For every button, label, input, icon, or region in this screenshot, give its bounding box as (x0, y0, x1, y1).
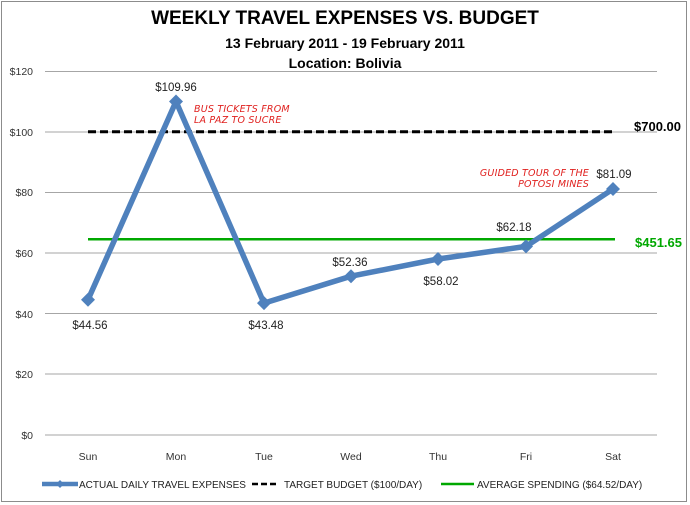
y-tick-label: $120 (10, 66, 34, 78)
x-tick-label: Tue (255, 451, 273, 463)
chart-subtitle: 13 February 2011 - 19 February 2011 (225, 35, 465, 51)
annotation-tour-line2: POTOSI MINES (518, 179, 589, 190)
data-labels: $44.56 $109.96 $43.48 $52.36 $58.02 $62.… (72, 82, 631, 332)
legend-actual-label: ACTUAL DAILY TRAVEL EXPENSES (79, 480, 246, 491)
y-tick-label: $40 (15, 309, 33, 321)
data-label-sun: $44.56 (72, 320, 107, 332)
legend-average-label: AVERAGE SPENDING ($64.52/DAY) (477, 480, 642, 491)
legend: ACTUAL DAILY TRAVEL EXPENSES TARGET BUDG… (42, 480, 642, 491)
y-tick-label: $80 (15, 187, 33, 199)
x-axis: Sun Mon Tue Wed Thu Fri Sat (79, 451, 621, 463)
y-tick-label: $100 (10, 127, 34, 139)
data-markers (81, 94, 620, 311)
data-label-mon: $109.96 (155, 82, 197, 94)
diamond-marker-icon (606, 182, 620, 196)
data-label-wed: $52.36 (332, 257, 367, 269)
legend-diamond-icon (56, 480, 64, 488)
diamond-marker-icon (431, 252, 445, 266)
target-total-label: $700.00 (634, 119, 681, 134)
y-axis: $120 $100 $80 $60 $40 $20 $0 (10, 66, 34, 442)
diamond-marker-icon (169, 94, 183, 109)
annotation-tour-line1: GUIDED TOUR OF THE (480, 168, 589, 179)
diamond-marker-icon (81, 292, 95, 307)
y-tick-label: $20 (15, 369, 33, 381)
gridlines (45, 71, 657, 436)
legend-target-label: TARGET BUDGET ($100/DAY) (284, 480, 422, 491)
chart-title: WEEKLY TRAVEL EXPENSES VS. BUDGET (151, 8, 539, 29)
data-label-fri: $62.18 (496, 222, 531, 234)
x-tick-label: Fri (520, 451, 532, 463)
x-tick-label: Thu (429, 451, 447, 463)
y-tick-label: $0 (21, 430, 33, 442)
annotations: BUS TICKETS FROM LA PAZ TO SUCRE GUIDED … (194, 104, 589, 190)
average-total-label: $451.65 (635, 235, 682, 250)
chart-location: Location: Bolivia (288, 55, 402, 71)
diamond-marker-icon (519, 239, 533, 254)
diamond-marker-icon (257, 296, 271, 311)
x-tick-label: Wed (340, 451, 362, 463)
data-label-tue: $43.48 (248, 320, 283, 332)
annotation-bus-line2: LA PAZ TO SUCRE (194, 115, 282, 126)
x-tick-label: Sun (79, 451, 98, 463)
data-label-thu: $58.02 (423, 276, 458, 288)
annotation-bus-line1: BUS TICKETS FROM (194, 104, 290, 115)
x-tick-label: Sat (605, 451, 621, 463)
x-tick-label: Mon (166, 451, 187, 463)
diamond-marker-icon (344, 269, 358, 284)
data-label-sat: $81.09 (596, 169, 631, 181)
y-tick-label: $60 (15, 248, 33, 260)
